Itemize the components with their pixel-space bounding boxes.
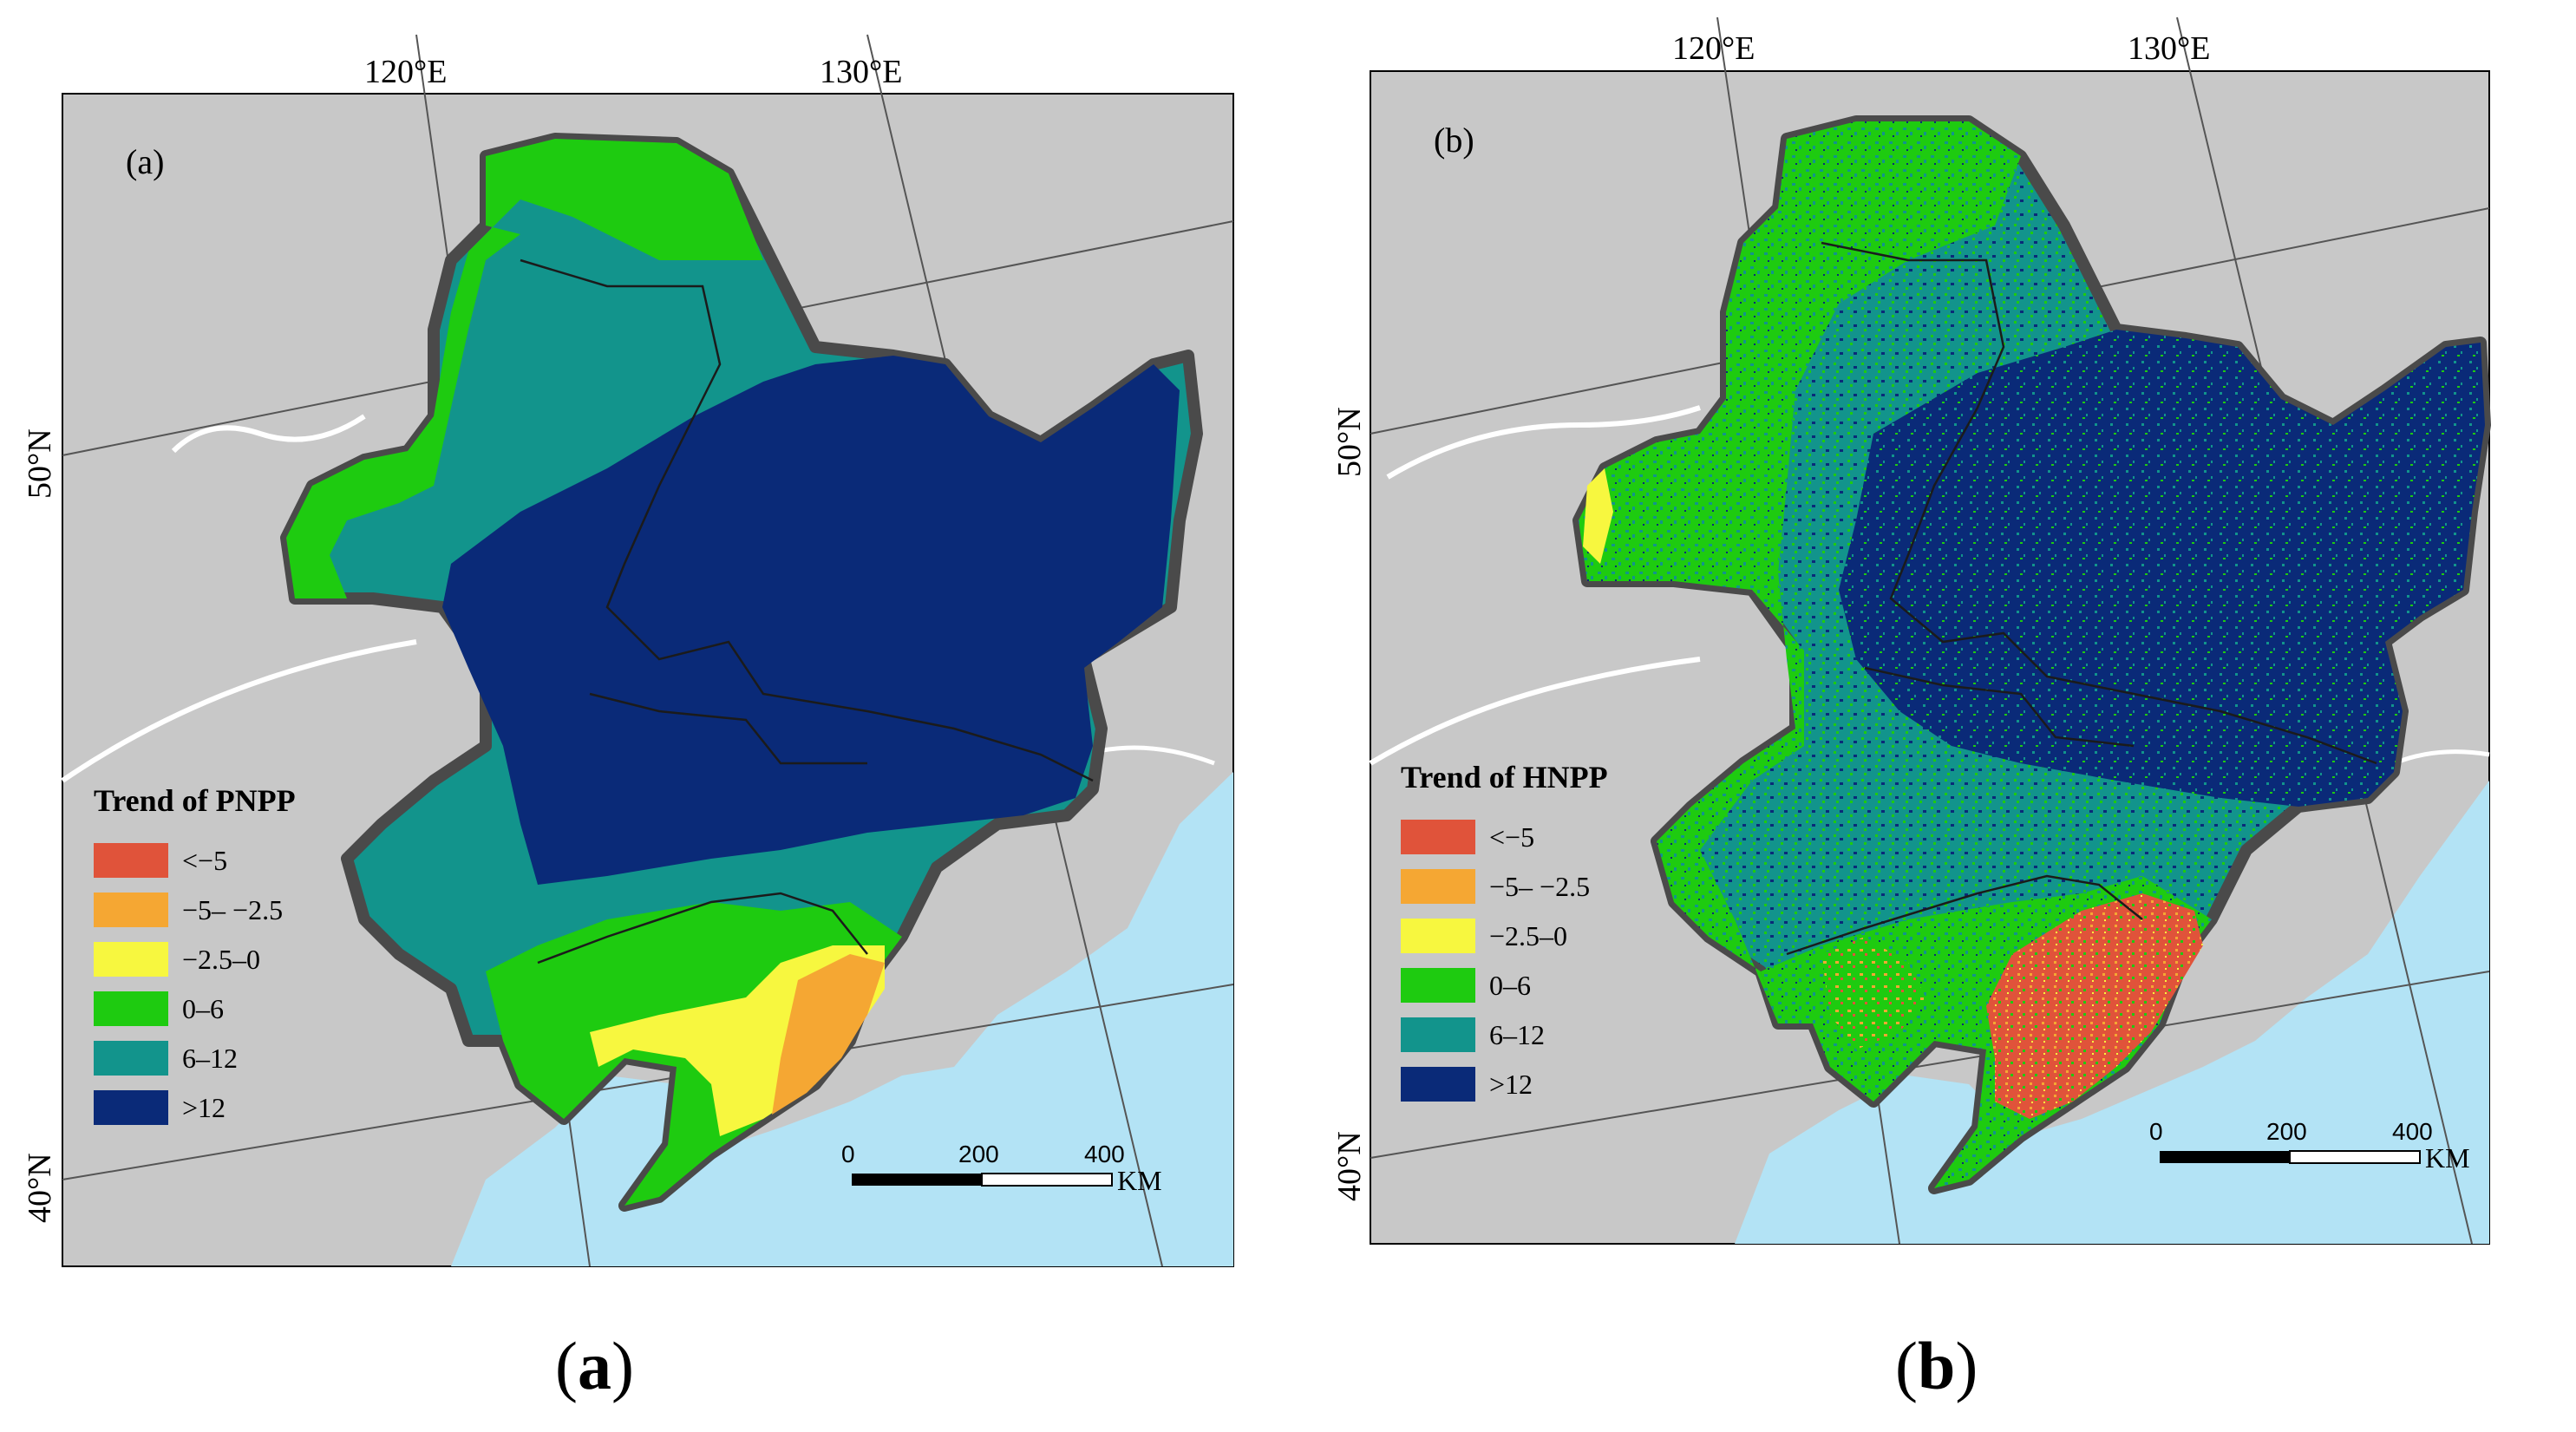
caption-b-letter: b <box>1917 1328 1956 1403</box>
lon-label-120-a: 120°E <box>364 54 447 90</box>
river-b1 <box>1386 405 1701 480</box>
legend-a: Trend of PNPP <−5 −5– −2.5 −2.5–0 0–6 6–… <box>94 783 296 1125</box>
province-border-b2 <box>1864 666 2135 748</box>
scale-bar-a: 0 200 400 KM <box>841 1141 1162 1196</box>
zone-orange-sw-b <box>1821 937 1925 1049</box>
province-border-b3 <box>1786 874 2143 956</box>
caption-a-letter: a <box>577 1328 611 1403</box>
zone-red-se-b <box>1986 893 2203 1119</box>
legend-label-b-1: −5– −2.5 <box>1489 871 1590 902</box>
lat-label-50-b: 50°N <box>1331 407 1368 477</box>
legend-swatch-a-2 <box>94 942 168 977</box>
scale-segment-black-b <box>2160 1151 2290 1163</box>
scale-tick-400-b: 400 <box>2392 1118 2433 1145</box>
legend-label-a-3: 0–6 <box>182 993 224 1024</box>
scale-tick-200-a: 200 <box>958 1141 999 1167</box>
legend-label-b-0: <−5 <box>1489 821 1534 853</box>
river-a1 <box>171 414 366 454</box>
lon-label-130-a: 130°E <box>820 54 902 90</box>
legend-swatch-b-0 <box>1401 820 1475 854</box>
lat-label-40-b: 40°N <box>1331 1131 1368 1201</box>
legend-swatch-a-0 <box>94 843 168 878</box>
legend-label-a-2: −2.5–0 <box>182 944 260 975</box>
river-b2 <box>1369 657 1701 766</box>
legend-label-b-3: 0–6 <box>1489 970 1531 1001</box>
caption-b-close: ) <box>1955 1328 1978 1403</box>
scale-segment-black-a <box>852 1174 982 1186</box>
zone-green-north-a <box>286 139 763 598</box>
sea-area-b <box>1735 781 2489 1244</box>
scale-tick-0-a: 0 <box>841 1141 855 1167</box>
zone-darkblue-b <box>1839 330 2485 807</box>
legend-label-a-0: <−5 <box>182 845 227 876</box>
caption-b: (b) <box>1895 1327 1978 1405</box>
province-border-a3 <box>537 892 868 964</box>
legend-title-a: Trend of PNPP <box>94 783 296 818</box>
lon-label-120-b: 120°E <box>1672 30 1755 67</box>
lon-label-130-b: 130°E <box>2128 30 2210 67</box>
caption-a: (a) <box>555 1327 634 1405</box>
scale-segment-white-a <box>981 1173 1113 1187</box>
province-border-a1 <box>520 258 1094 782</box>
sea-area-a <box>451 772 1233 1266</box>
zone-orange-a <box>772 954 885 1115</box>
legend-label-b-2: −2.5–0 <box>1489 920 1567 951</box>
legend-swatch-b-3 <box>1401 968 1475 1003</box>
map-panel-a <box>61 34 1234 1267</box>
scale-unit-a: KM <box>1117 1165 1162 1196</box>
legend-swatch-a-3 <box>94 991 168 1026</box>
province-border-b1 <box>1821 241 2377 765</box>
map-panel-b <box>1369 16 2491 1245</box>
caption-b-open: ( <box>1895 1328 1918 1403</box>
scale-unit-b: KM <box>2425 1142 2470 1174</box>
legend-swatch-b-2 <box>1401 919 1475 953</box>
lat-label-40-a: 40°N <box>22 1153 58 1223</box>
legend-swatch-b-4 <box>1401 1017 1475 1052</box>
grid-lat-40-a <box>62 984 1234 1180</box>
legend-swatch-b-1 <box>1401 869 1475 904</box>
scale-segment-white-b <box>2289 1150 2421 1164</box>
scale-tick-0-b: 0 <box>2149 1118 2163 1145</box>
legend-swatch-a-4 <box>94 1041 168 1076</box>
legend-title-b: Trend of HNPP <box>1401 760 1608 794</box>
zone-yellow-west-b <box>1583 468 1613 564</box>
river-b3 <box>2393 749 2490 766</box>
scale-bar-b: 0 200 400 KM <box>2149 1118 2470 1174</box>
legend-swatch-b-5 <box>1401 1067 1475 1102</box>
panel-label-b: (b) <box>1434 121 1474 160</box>
lat-label-50-a: 50°N <box>22 428 58 499</box>
grid-lat-40-b <box>1370 971 2490 1159</box>
river-a2 <box>61 639 417 783</box>
caption-a-open: ( <box>555 1328 578 1403</box>
province-border-a2 <box>589 692 867 765</box>
legend-b: Trend of HNPP <−5 −5– −2.5 −2.5–0 0–6 6–… <box>1401 760 1608 1102</box>
zone-green-west-b <box>1579 121 2021 1023</box>
zone-darkblue-a <box>442 356 1180 885</box>
legend-label-a-5: >12 <box>182 1092 226 1123</box>
legend-swatch-a-5 <box>94 1090 168 1125</box>
scale-tick-200-b: 200 <box>2266 1118 2307 1145</box>
legend-label-a-1: −5– −2.5 <box>182 894 283 925</box>
legend-label-b-5: >12 <box>1489 1069 1533 1100</box>
scale-tick-400-a: 400 <box>1084 1141 1125 1167</box>
legend-label-a-4: 6–12 <box>182 1043 238 1074</box>
legend-swatch-a-1 <box>94 893 168 927</box>
legend-label-b-4: 6–12 <box>1489 1019 1545 1050</box>
caption-a-close: ) <box>611 1328 634 1403</box>
panel-label-a: (a) <box>126 142 164 181</box>
